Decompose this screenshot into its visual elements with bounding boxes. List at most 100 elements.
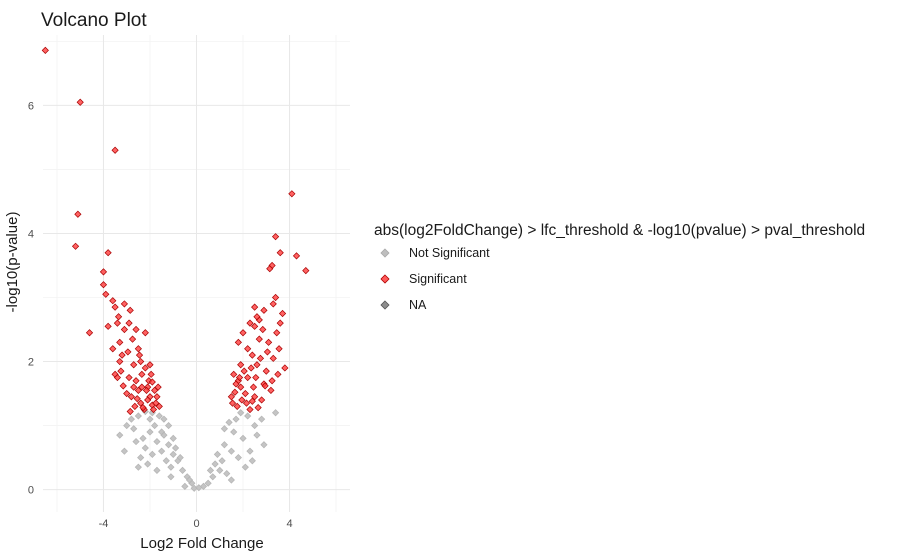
point-not-significant bbox=[260, 441, 268, 449]
legend: abs(log2FoldChange) > lfc_threshold & -l… bbox=[374, 222, 865, 318]
point-significant bbox=[113, 373, 122, 382]
point-significant bbox=[246, 405, 254, 414]
legend-label-not-significant: Not Significant bbox=[409, 246, 490, 260]
point-significant bbox=[231, 388, 239, 396]
axis-ticks: -4 0 4 0 2 4 6 bbox=[28, 100, 293, 530]
point-significant bbox=[124, 348, 132, 356]
point-significant bbox=[155, 402, 163, 410]
point-significant bbox=[251, 322, 259, 330]
point-significant bbox=[251, 303, 259, 311]
point-not-significant bbox=[232, 415, 240, 423]
point-significant bbox=[113, 319, 122, 327]
point-not-significant bbox=[204, 479, 212, 487]
point-significant bbox=[117, 367, 125, 375]
x-axis-label: Log2 Fold Change bbox=[140, 535, 263, 552]
point-significant bbox=[273, 329, 281, 337]
point-significant bbox=[251, 393, 259, 401]
point-significant bbox=[130, 361, 138, 369]
x-tick-label: 0 bbox=[193, 518, 199, 530]
point-significant bbox=[104, 249, 112, 257]
point-significant bbox=[261, 382, 269, 390]
point-not-significant bbox=[171, 444, 180, 452]
scatter-points bbox=[41, 46, 310, 492]
point-significant bbox=[234, 338, 242, 346]
point-significant bbox=[85, 329, 94, 337]
y-tick-label: 0 bbox=[28, 485, 34, 497]
point-significant bbox=[235, 373, 244, 382]
point-not-significant bbox=[225, 418, 233, 426]
point-significant bbox=[142, 386, 151, 394]
point-significant bbox=[114, 313, 123, 321]
point-significant bbox=[260, 306, 268, 314]
point-significant bbox=[144, 396, 152, 404]
point-not-significant bbox=[230, 428, 238, 436]
point-significant bbox=[151, 386, 159, 394]
point-significant bbox=[237, 361, 245, 369]
point-significant bbox=[139, 404, 147, 412]
point-not-significant bbox=[248, 457, 256, 465]
point-significant bbox=[252, 373, 260, 382]
point-significant bbox=[227, 393, 235, 401]
point-significant bbox=[233, 402, 241, 410]
point-not-significant bbox=[223, 469, 231, 478]
grid bbox=[43, 35, 350, 512]
point-not-significant bbox=[271, 409, 280, 417]
point-significant bbox=[138, 383, 146, 391]
point-not-significant bbox=[132, 437, 140, 446]
point-not-significant bbox=[134, 412, 142, 420]
point-significant bbox=[131, 402, 139, 410]
point-significant bbox=[116, 357, 124, 366]
point-significant bbox=[281, 364, 289, 372]
point-not-significant bbox=[244, 412, 252, 420]
point-significant bbox=[126, 407, 134, 416]
point-significant bbox=[125, 373, 133, 382]
point-significant bbox=[278, 309, 287, 318]
point-significant bbox=[76, 98, 84, 106]
y-tick-label: 2 bbox=[28, 357, 34, 369]
point-significant bbox=[232, 380, 240, 388]
point-not-significant bbox=[241, 463, 249, 471]
legend-key-na bbox=[374, 298, 396, 312]
point-significant bbox=[141, 329, 149, 337]
point-significant bbox=[104, 322, 112, 330]
point-significant bbox=[132, 325, 140, 334]
point-not-significant bbox=[253, 431, 261, 439]
legend-item-significant: Significant bbox=[374, 266, 865, 292]
point-not-significant bbox=[199, 482, 208, 490]
point-significant bbox=[253, 361, 261, 369]
point-significant bbox=[137, 357, 145, 366]
point-not-significant bbox=[127, 415, 135, 423]
point-not-significant bbox=[239, 434, 247, 442]
point-not-significant bbox=[195, 484, 203, 492]
point-not-significant bbox=[213, 450, 222, 458]
point-significant bbox=[41, 46, 49, 54]
point-not-significant bbox=[169, 434, 177, 442]
legend-title: abs(log2FoldChange) > lfc_threshold & -l… bbox=[374, 222, 866, 239]
point-significant bbox=[71, 242, 80, 250]
point-significant bbox=[120, 300, 128, 308]
point-significant bbox=[271, 233, 280, 241]
point-significant bbox=[146, 361, 154, 369]
point-not-significant bbox=[153, 437, 161, 446]
point-not-significant bbox=[155, 412, 163, 420]
point-not-significant bbox=[227, 476, 235, 484]
point-not-significant bbox=[209, 473, 217, 481]
point-significant bbox=[249, 383, 258, 391]
point-significant bbox=[247, 364, 255, 372]
point-significant bbox=[258, 396, 266, 404]
point-significant bbox=[125, 319, 133, 327]
point-not-significant bbox=[160, 431, 168, 439]
point-not-significant bbox=[211, 460, 219, 468]
point-not-significant bbox=[144, 460, 152, 468]
point-significant bbox=[266, 265, 274, 273]
point-significant bbox=[302, 267, 310, 275]
point-significant bbox=[134, 345, 142, 353]
point-not-significant bbox=[220, 441, 229, 449]
point-not-significant bbox=[227, 447, 235, 455]
point-not-significant bbox=[141, 444, 149, 452]
point-not-significant bbox=[148, 450, 156, 458]
legend-item-not-significant: Not Significant bbox=[374, 240, 865, 266]
point-significant bbox=[244, 373, 252, 382]
x-tick-label: -4 bbox=[99, 518, 109, 530]
